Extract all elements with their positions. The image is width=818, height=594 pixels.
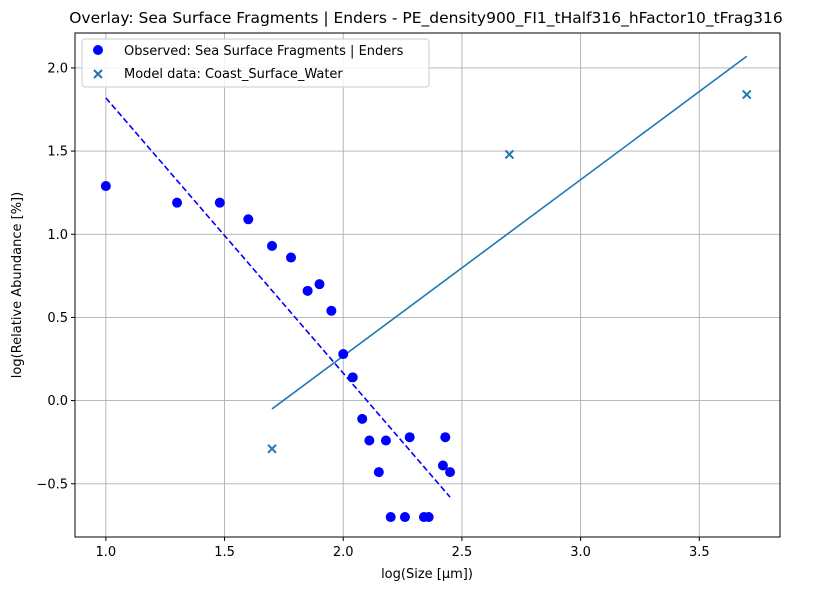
model-point: [504, 149, 515, 160]
observed-point: [440, 432, 451, 443]
x-tick-label: 2.0: [333, 545, 354, 560]
x-tick-label: 1.0: [96, 545, 117, 560]
observed-point: [338, 349, 349, 360]
observed-point: [347, 372, 358, 383]
trend-lines: [105, 55, 748, 498]
observed-point: [437, 460, 448, 471]
chart-title: Overlay: Sea Surface Fragments | Enders …: [69, 9, 783, 28]
observed-point: [399, 512, 410, 523]
model-point: [742, 89, 752, 100]
observed-point: [385, 512, 396, 523]
model-point-stroke: [267, 444, 277, 454]
observed-point: [243, 214, 254, 225]
y-tick-label: 0.5: [47, 311, 68, 326]
x-tick-label: 3.0: [570, 545, 591, 560]
observed-point: [326, 305, 337, 316]
y-tick-label: 1.0: [47, 228, 68, 243]
x-tick-label: 3.5: [689, 545, 710, 560]
x-axis-label: log(Size [µm]): [381, 567, 473, 582]
axis-ticks: 1.0 1.5 2.0 2.5 3.0 3.5 −0.5 0.0 0.5 1.0 1.5 2.0: [36, 61, 709, 560]
model-point-stroke: [504, 149, 515, 160]
observed-point: [214, 197, 225, 208]
observed-point: [314, 279, 325, 290]
data-points: [100, 89, 752, 523]
observed-point: [172, 197, 183, 208]
observed-point: [100, 181, 111, 192]
legend-label-model: Model data: Coast_Surface_Water: [124, 67, 343, 82]
observed-point: [423, 512, 434, 523]
model-point-stroke: [742, 89, 752, 100]
observed-point: [302, 285, 313, 296]
legend-marker-model: [93, 69, 103, 79]
observed-point: [445, 467, 456, 478]
x-tick-label: 2.5: [452, 545, 473, 560]
observed-point: [380, 435, 391, 446]
observed-point: [364, 435, 375, 446]
y-tick-label: 1.5: [47, 145, 68, 160]
observed-point: [357, 413, 368, 424]
legend-label-observed: Observed: Sea Surface Fragments | Enders: [124, 44, 404, 59]
x-tick-label: 1.5: [214, 545, 235, 560]
observed-point: [286, 252, 297, 263]
observed-point: [404, 432, 415, 443]
observed-point: [373, 467, 384, 478]
legend-marker-observed: [93, 45, 103, 55]
model-point: [267, 444, 277, 454]
y-axis-label: log(Relative Abundance [%]): [10, 192, 25, 378]
legend: Observed: Sea Surface Fragments | Enders…: [81, 38, 430, 88]
model-fit-line: [271, 55, 748, 410]
y-tick-label: 0.0: [47, 394, 68, 409]
y-tick-label: −0.5: [36, 477, 68, 492]
y-tick-label: 2.0: [47, 61, 68, 76]
legend-box: [81, 38, 430, 88]
observed-fit-line: [105, 97, 451, 498]
observed-point: [267, 240, 278, 251]
plot-frame: [74, 32, 781, 538]
